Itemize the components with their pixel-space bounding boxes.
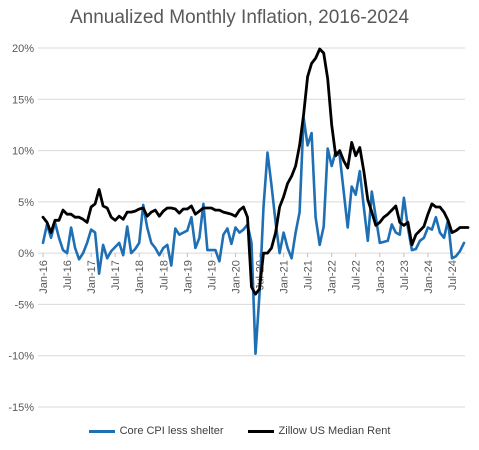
legend-label-core: Core CPI less shelter (119, 425, 224, 437)
legend-item-rent: Zillow US Median Rent (247, 425, 391, 437)
y-tick-label: -15% (8, 402, 34, 414)
x-tick-label: Jul-18 (158, 260, 170, 290)
x-tick-label: Jan-23 (375, 260, 387, 294)
chart-title: Annualized Monthly Inflation, 2016-2024 (69, 7, 410, 28)
series-line-core (41, 116, 466, 356)
y-tick-label: 0% (18, 248, 34, 260)
legend-item-core: Core CPI less shelter (88, 425, 224, 437)
legend-swatch-core (88, 429, 115, 433)
y-tick-label: 10% (12, 146, 34, 158)
x-tick-label: Jan-21 (279, 260, 291, 294)
series-line-rent (41, 47, 470, 296)
legend-label-rent: Zillow US Median Rent (278, 425, 391, 437)
x-tick-label: Jan-16 (38, 260, 50, 294)
y-tick-label: 15% (12, 94, 34, 106)
legend: Core CPI less shelter Zillow US Median R… (0, 425, 479, 437)
x-tick-label: Jan-19 (182, 260, 194, 294)
x-tick-label: Jan-24 (423, 260, 435, 294)
y-tick-label: 20% (12, 43, 34, 55)
y-tick-label: -5% (14, 299, 34, 311)
x-tick-label: Jul-17 (110, 260, 122, 290)
y-tick-label: 5% (18, 197, 34, 209)
x-tick-label: Jan-17 (86, 260, 98, 294)
x-tick-label: Jul-16 (62, 260, 74, 290)
x-tick-label: Jul-22 (351, 260, 363, 290)
x-tick-label: Jul-24 (447, 260, 459, 290)
x-tick-label: Jan-18 (134, 260, 146, 294)
x-tick-label: Jan-22 (327, 260, 339, 294)
x-tick-label: Jul-19 (206, 260, 218, 290)
y-tick-label: -10% (8, 351, 34, 363)
x-tick-label: Jan-20 (230, 260, 242, 294)
legend-swatch-rent (247, 429, 274, 433)
x-tick-label: Jul-21 (303, 260, 315, 290)
x-tick-label: Jul-23 (399, 260, 411, 290)
